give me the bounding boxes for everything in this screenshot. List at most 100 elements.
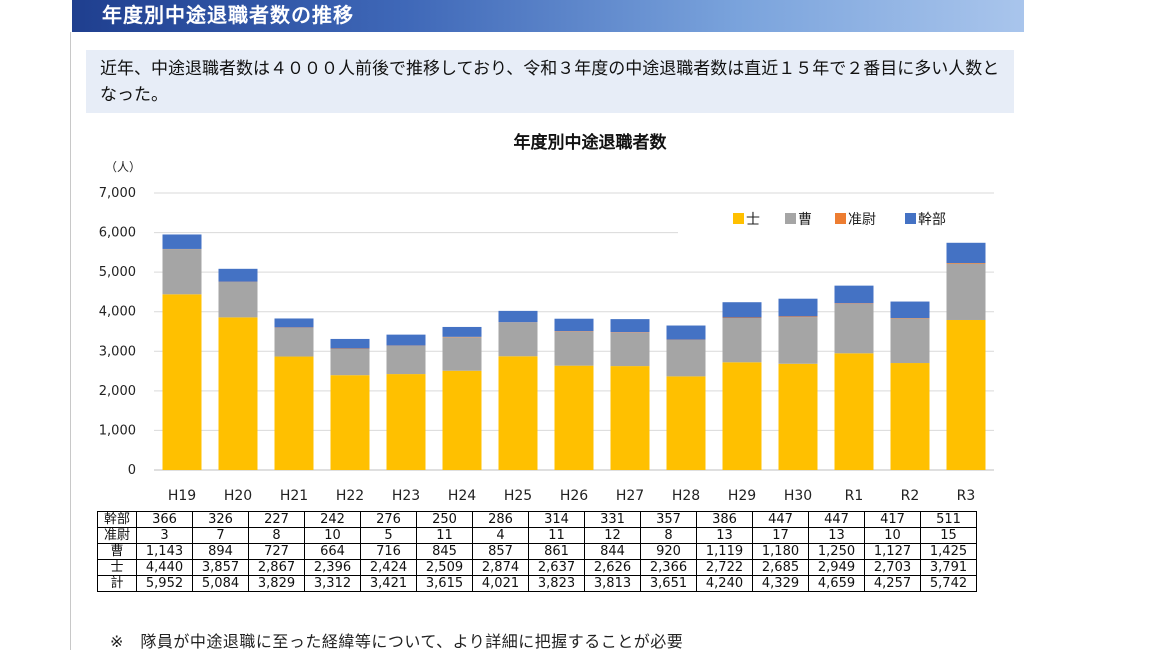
table-cell: 8 xyxy=(641,528,697,544)
bar-segment xyxy=(555,366,594,470)
table-cell: 844 xyxy=(585,544,641,560)
row-header: 幹部 xyxy=(98,512,137,528)
x-tick-label: H20 xyxy=(224,488,252,504)
bar-segment xyxy=(219,269,258,282)
summary-text: 近年、中途退職者数は４０００人前後で推移しており、令和３年度の中途退職者数は直近… xyxy=(100,56,1005,108)
bar-segment xyxy=(387,335,426,346)
bar-segment xyxy=(331,339,370,349)
x-tick-label: H26 xyxy=(560,488,588,504)
table-cell: 2,685 xyxy=(753,560,809,576)
table-cell: 15 xyxy=(921,528,977,544)
table-cell: 13 xyxy=(697,528,753,544)
bar-segment xyxy=(723,317,762,318)
x-tick-label: H25 xyxy=(504,488,532,504)
bar-segment xyxy=(723,302,762,317)
table-cell: 1,127 xyxy=(865,544,921,560)
table-cell: 11 xyxy=(417,528,473,544)
bar-segment xyxy=(275,318,314,327)
table-cell: 920 xyxy=(641,544,697,560)
y-tick-label: 5,000 xyxy=(99,265,136,280)
table-cell: 3,615 xyxy=(417,576,473,592)
table-cell: 8 xyxy=(249,528,305,544)
bar-segment xyxy=(723,362,762,470)
x-tick-label: H21 xyxy=(280,488,308,504)
bar-segment xyxy=(163,234,202,248)
bar-segment xyxy=(443,371,482,470)
table-cell: 10 xyxy=(305,528,361,544)
x-tick-label: R2 xyxy=(901,488,920,504)
table-cell: 447 xyxy=(809,512,865,528)
table-cell: 12 xyxy=(585,528,641,544)
row-header: 准尉 xyxy=(98,528,137,544)
table-cell: 417 xyxy=(865,512,921,528)
table-cell: 2,366 xyxy=(641,560,697,576)
bar-segment xyxy=(835,353,874,470)
table-cell: 7 xyxy=(193,528,249,544)
y-tick-label: 1,000 xyxy=(99,423,136,438)
bar-segment xyxy=(779,317,818,364)
legend-label: 幹部 xyxy=(918,211,946,228)
bar-segment xyxy=(779,299,818,317)
bar-segment xyxy=(275,357,314,470)
stacked-bar-chart: 01,0002,0003,0004,0005,0006,0007,000（人）H… xyxy=(80,150,1020,508)
legend-swatch xyxy=(785,213,796,224)
y-tick-label: 3,000 xyxy=(99,344,136,359)
bar-segment xyxy=(611,366,650,470)
x-tick-label: H27 xyxy=(616,488,644,504)
section-header: 年度別中途退職者数の推移 xyxy=(72,0,1024,32)
x-tick-label: H28 xyxy=(672,488,700,504)
table-cell: 5,952 xyxy=(137,576,193,592)
table-cell: 1,143 xyxy=(137,544,193,560)
table-cell: 314 xyxy=(529,512,585,528)
y-tick-label: 4,000 xyxy=(99,305,136,320)
table-cell: 1,180 xyxy=(753,544,809,560)
table-cell: 10 xyxy=(865,528,921,544)
left-divider xyxy=(70,32,71,650)
table-cell: 1,119 xyxy=(697,544,753,560)
table-cell: 857 xyxy=(473,544,529,560)
table-cell: 5 xyxy=(361,528,417,544)
bar-segment xyxy=(499,322,538,356)
bar-segment xyxy=(835,303,874,304)
bar-segment xyxy=(163,249,202,294)
table-cell: 2,703 xyxy=(865,560,921,576)
table-cell: 250 xyxy=(417,512,473,528)
bar-segment xyxy=(947,264,986,320)
table-cell: 3,651 xyxy=(641,576,697,592)
bar-segment xyxy=(891,318,930,363)
bar-segment xyxy=(835,304,874,353)
bar-segment xyxy=(443,327,482,337)
bar-segment xyxy=(779,364,818,470)
table-cell: 3,813 xyxy=(585,576,641,592)
x-tick-label: H30 xyxy=(784,488,812,504)
legend-swatch xyxy=(905,213,916,224)
page-title: 年度別中途退職者数の推移 xyxy=(102,1,354,29)
table-cell: 3,421 xyxy=(361,576,417,592)
bar-segment xyxy=(667,326,706,340)
table-cell: 4,021 xyxy=(473,576,529,592)
table-cell: 1,250 xyxy=(809,544,865,560)
x-tick-label: R1 xyxy=(845,488,864,504)
table-cell: 2,509 xyxy=(417,560,473,576)
table-cell: 664 xyxy=(305,544,361,560)
x-tick-label: R3 xyxy=(957,488,976,504)
bar-segment xyxy=(779,316,818,317)
bar-segment xyxy=(555,319,594,331)
bar-segment xyxy=(163,294,202,470)
bar-segment xyxy=(331,375,370,470)
table-cell: 5,084 xyxy=(193,576,249,592)
y-tick-label: 0 xyxy=(128,463,136,478)
bar-segment xyxy=(947,320,986,470)
bar-segment xyxy=(219,317,258,470)
table-cell: 845 xyxy=(417,544,473,560)
x-tick-label: H29 xyxy=(728,488,756,504)
table-cell: 2,874 xyxy=(473,560,529,576)
bar-segment xyxy=(499,311,538,322)
table-cell: 286 xyxy=(473,512,529,528)
table-cell: 5,742 xyxy=(921,576,977,592)
table-cell: 276 xyxy=(361,512,417,528)
